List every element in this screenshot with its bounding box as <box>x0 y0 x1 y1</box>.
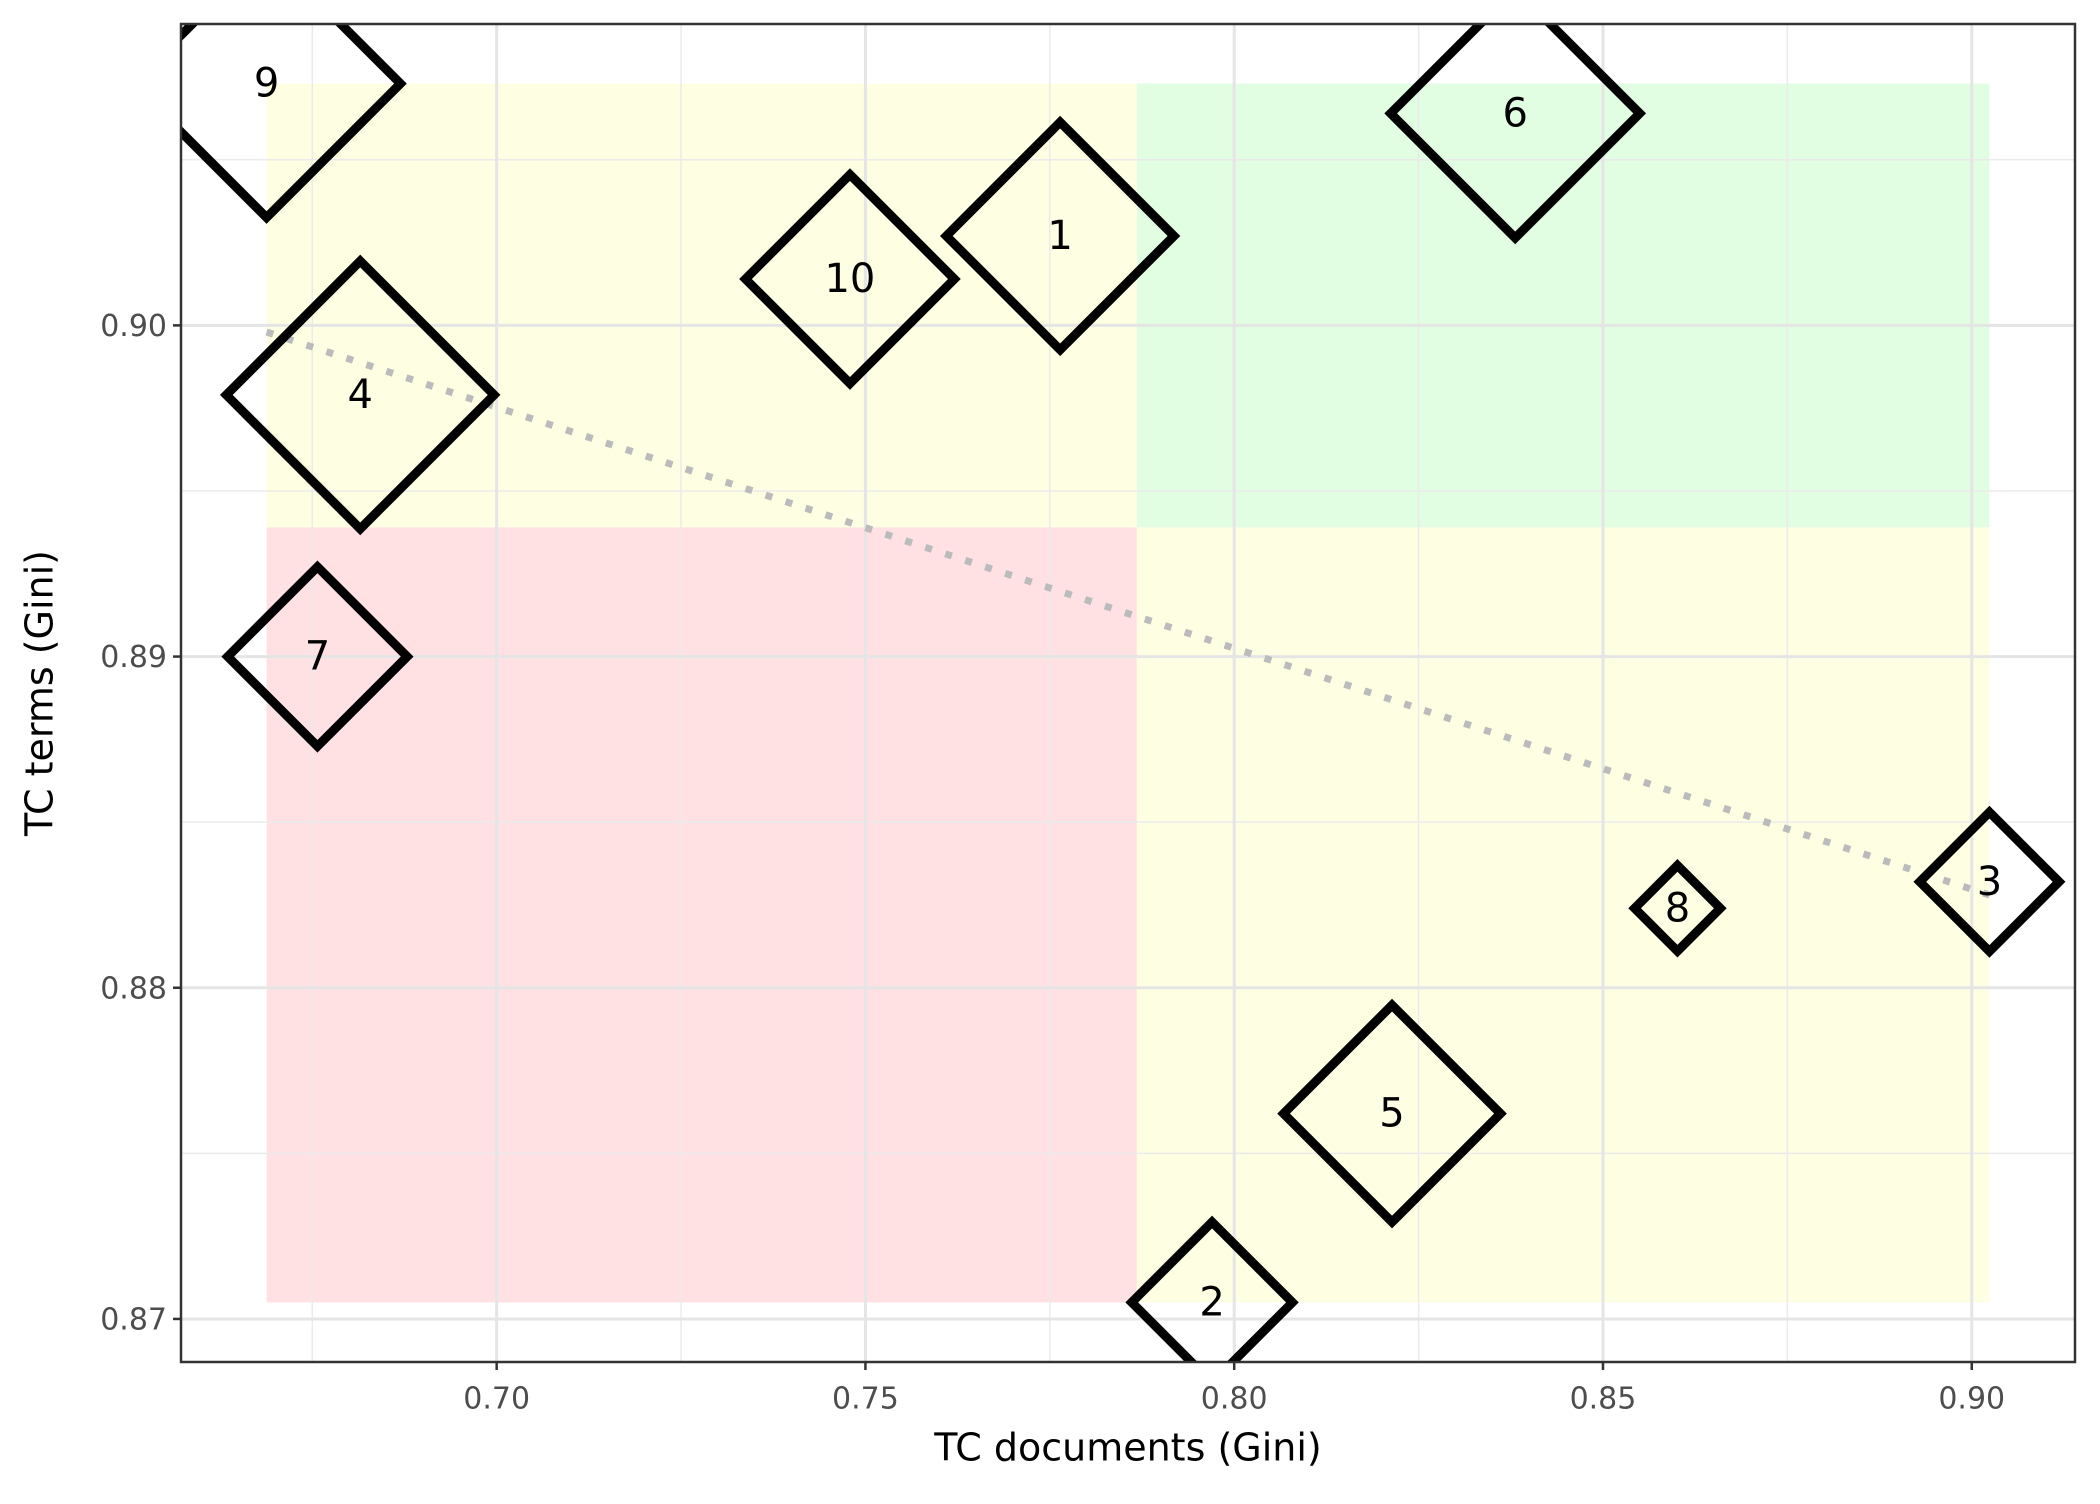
point-label: 5 <box>1379 1091 1404 1137</box>
point-label: 3 <box>1977 859 2002 905</box>
y-tick-label: 0.88 <box>100 971 167 1006</box>
point-label: 2 <box>1199 1279 1224 1325</box>
diamond-marker <box>939 115 1181 357</box>
x-axis-title: TC documents (Gini) <box>933 1426 1322 1470</box>
x-tick-label: 0.70 <box>463 1382 530 1417</box>
y-tick-label: 0.90 <box>100 309 167 344</box>
diamond-marker <box>221 560 414 753</box>
x-tick-label: 0.80 <box>1201 1382 1268 1417</box>
diamond-marker <box>1384 24 1647 245</box>
x-tick-label: 0.85 <box>1570 1382 1637 1417</box>
point-label: 10 <box>824 256 875 302</box>
point-label: 4 <box>347 372 372 418</box>
point-label: 7 <box>305 634 330 680</box>
x-tick-label: 0.75 <box>832 1382 899 1417</box>
trend-line <box>265 328 1991 899</box>
quadrant <box>1136 83 1990 528</box>
y-tick-label: 0.89 <box>100 640 167 675</box>
diamond-marker <box>219 254 501 536</box>
diamond-marker <box>1125 1215 1299 1362</box>
y-tick-label: 0.87 <box>100 1302 167 1337</box>
x-tick-label: 0.90 <box>1938 1382 2005 1417</box>
point-label: 1 <box>1047 213 1072 259</box>
plot-area: 1 2 3 4 5 6 7 8 9 10 <box>181 24 2075 1362</box>
point-label: 8 <box>1665 885 1690 931</box>
diamond-marker <box>739 168 961 390</box>
point-label: 9 <box>254 61 279 107</box>
quadrant <box>266 83 1137 528</box>
diamond-marker <box>1277 998 1507 1229</box>
diamond-marker <box>181 24 407 224</box>
y-axis-title: TC terms (Gini) <box>18 550 62 837</box>
quadrant <box>1136 527 1990 1303</box>
diamond-marker <box>1913 805 2066 958</box>
diamond-marker <box>1628 859 1727 958</box>
point-label: 6 <box>1502 90 1527 136</box>
plot-border <box>179 22 2077 1364</box>
